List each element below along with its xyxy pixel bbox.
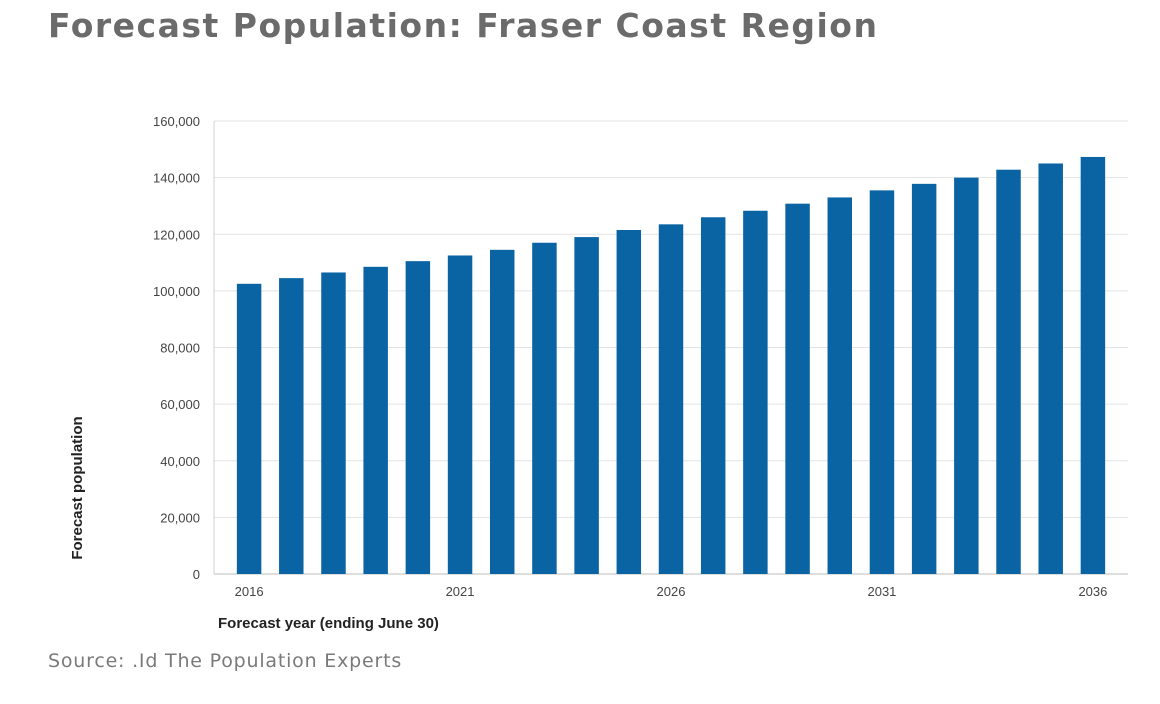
bar-2021 — [447, 255, 473, 574]
bar-2036 — [1080, 156, 1106, 574]
x-tick-label: 2026 — [657, 584, 686, 599]
bar-2031 — [869, 190, 895, 574]
bar-2026 — [658, 224, 684, 574]
bar-2034 — [996, 169, 1021, 574]
y-tick-label: 60,000 — [160, 397, 200, 412]
bar-2035 — [1038, 163, 1063, 574]
x-tick-label: 2016 — [235, 584, 264, 599]
y-tick-label: 100,000 — [153, 284, 200, 299]
bar-2019 — [363, 266, 388, 574]
bar-2018 — [321, 272, 346, 574]
y-axis-ticks: 0 20,000 40,000 60,000 80,000 100,000 120,000 1… — [153, 114, 200, 582]
bar-2023 — [532, 242, 557, 574]
x-axis-label: Forecast year (ending June 30) — [218, 615, 439, 632]
bar-2033 — [954, 177, 979, 574]
y-tick-label: 160,000 — [153, 114, 200, 129]
bar-2022 — [490, 249, 515, 574]
y-tick-label: 0 — [193, 567, 200, 582]
x-tick-label: 2031 — [867, 584, 896, 599]
y-tick-label: 40,000 — [160, 454, 200, 469]
chart-title: Forecast Population: Fraser Coast Region — [48, 6, 879, 45]
y-tick-label: 20,000 — [160, 510, 200, 525]
bar-2017 — [279, 278, 304, 574]
y-tick-label: 120,000 — [153, 227, 200, 242]
bar-2032 — [911, 183, 937, 574]
bar-2027 — [700, 217, 726, 574]
y-axis-label: Forecast population — [69, 416, 86, 559]
bar-2030 — [827, 197, 852, 574]
x-tick-label: 2021 — [446, 584, 475, 599]
x-tick-label: 2036 — [1078, 584, 1107, 599]
bar-2025 — [616, 230, 642, 575]
bar-2028 — [743, 210, 768, 575]
bars — [236, 156, 1106, 575]
y-tick-label: 80,000 — [160, 341, 200, 356]
x-axis-ticks: 2016 2021 2026 2031 2036 — [235, 584, 1108, 599]
source-note: Source: .Id The Population Experts — [48, 650, 403, 672]
bar-2016 — [236, 283, 262, 574]
bar-2029 — [785, 203, 810, 575]
bar-2020 — [405, 261, 431, 574]
bar-2024 — [574, 237, 599, 575]
y-tick-label: 140,000 — [153, 171, 200, 186]
